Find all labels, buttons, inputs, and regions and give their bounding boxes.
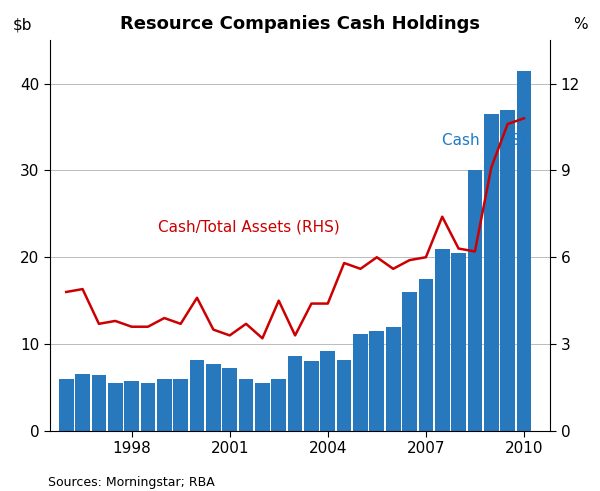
Bar bbox=[190, 360, 205, 431]
Text: Sources: Morningstar; RBA: Sources: Morningstar; RBA bbox=[48, 476, 215, 489]
Bar bbox=[223, 368, 237, 431]
Bar bbox=[255, 383, 270, 431]
Bar bbox=[337, 360, 352, 431]
Bar bbox=[206, 364, 221, 431]
Bar bbox=[517, 71, 532, 431]
Bar bbox=[353, 334, 368, 431]
Bar bbox=[59, 379, 74, 431]
Bar bbox=[288, 356, 302, 431]
Bar bbox=[484, 114, 499, 431]
Bar bbox=[271, 379, 286, 431]
Title: Resource Companies Cash Holdings: Resource Companies Cash Holdings bbox=[120, 15, 480, 33]
Text: Cash/Total Assets (RHS): Cash/Total Assets (RHS) bbox=[158, 219, 340, 234]
Bar bbox=[320, 351, 335, 431]
Bar bbox=[419, 279, 433, 431]
Text: $b: $b bbox=[13, 17, 32, 32]
Bar bbox=[108, 383, 122, 431]
Bar bbox=[239, 379, 253, 431]
Bar bbox=[370, 331, 384, 431]
Bar bbox=[75, 375, 90, 431]
Bar bbox=[386, 327, 401, 431]
Bar bbox=[173, 379, 188, 431]
Bar bbox=[467, 170, 482, 431]
Bar bbox=[500, 109, 515, 431]
Bar bbox=[140, 383, 155, 431]
Bar bbox=[402, 292, 417, 431]
Bar bbox=[435, 248, 449, 431]
Bar bbox=[157, 379, 172, 431]
Bar bbox=[92, 375, 106, 431]
Bar bbox=[124, 381, 139, 431]
Text: Cash (LHS): Cash (LHS) bbox=[442, 133, 526, 147]
Bar bbox=[304, 361, 319, 431]
Bar bbox=[451, 253, 466, 431]
Text: %: % bbox=[573, 17, 587, 32]
